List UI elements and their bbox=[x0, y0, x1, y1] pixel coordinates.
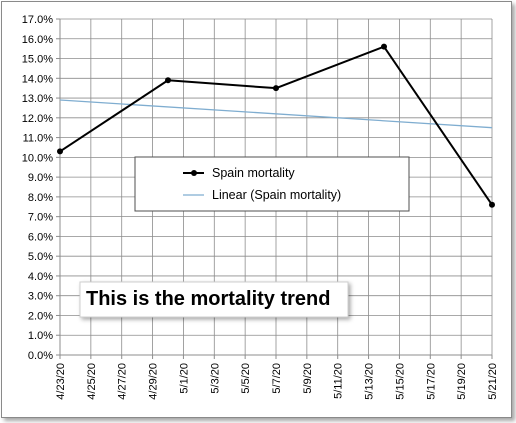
y-tick-label: 5.0% bbox=[28, 251, 53, 263]
y-tick-label: 13.0% bbox=[22, 93, 53, 105]
y-tick-label: 3.0% bbox=[28, 291, 53, 303]
y-tick-label: 16.0% bbox=[22, 34, 53, 46]
legend-label-linear-trend: Linear (Spain mortality) bbox=[212, 188, 341, 202]
legend: Spain mortality Linear (Spain mortality) bbox=[134, 156, 410, 212]
x-tick-label: 5/15/20 bbox=[394, 363, 406, 400]
series-layer bbox=[57, 43, 495, 208]
y-tick-label: 12.0% bbox=[22, 113, 53, 125]
data-point-spain-mortality bbox=[489, 201, 495, 208]
x-tick-label: 5/3/20 bbox=[209, 363, 221, 394]
x-tick-label: 4/25/20 bbox=[86, 363, 98, 400]
data-point-spain-mortality bbox=[57, 148, 63, 155]
x-tick-label: 5/17/20 bbox=[425, 363, 437, 400]
x-tick-label: 5/21/20 bbox=[487, 363, 499, 400]
data-point-spain-mortality bbox=[381, 43, 387, 50]
x-tick-label: 5/9/20 bbox=[302, 363, 314, 394]
x-tick-label: 5/7/20 bbox=[271, 363, 283, 394]
x-tick-label: 4/29/20 bbox=[148, 363, 160, 400]
legend-box bbox=[134, 156, 410, 212]
y-tick-label: 8.0% bbox=[28, 192, 53, 204]
x-tick-label: 5/13/20 bbox=[364, 363, 376, 400]
y-tick-label: 15.0% bbox=[22, 54, 53, 66]
y-tick-label: 10.0% bbox=[22, 152, 53, 164]
annotation-background bbox=[79, 281, 349, 318]
x-tick-label: 4/27/20 bbox=[117, 363, 129, 400]
x-tick-label: 5/19/20 bbox=[456, 363, 468, 400]
data-point-spain-mortality bbox=[165, 77, 171, 84]
x-tick-label: 5/1/20 bbox=[178, 363, 190, 394]
axes bbox=[56, 18, 493, 359]
y-tick-label: 6.0% bbox=[28, 231, 53, 243]
y-tick-label: 0.0% bbox=[28, 350, 53, 362]
y-tick-label: 1.0% bbox=[28, 330, 53, 342]
x-tick-label: 5/5/20 bbox=[240, 363, 252, 394]
y-tick-label: 2.0% bbox=[28, 310, 53, 322]
chart-frame: 0.0% 1.0% 2.0% 3.0% 4.0% 5.0% 6.0% 7.0% 8.0% 9.0%… bbox=[1, 1, 512, 418]
y-tick-label: 7.0% bbox=[28, 212, 53, 224]
x-tick-label: 5/11/20 bbox=[333, 363, 345, 399]
x-axis-tick-labels: 4/23/20 4/25/20 4/27/20 4/29/20 5/1/20 5/3/20… bbox=[55, 363, 499, 400]
annotation-text: This is the mortality trend bbox=[86, 288, 330, 310]
annotation-box: This is the mortality trend bbox=[79, 281, 349, 318]
line-chart: 0.0% 1.0% 2.0% 3.0% 4.0% 5.0% 6.0% 7.0% 8.0% 9.0%… bbox=[22, 14, 499, 400]
y-axis-tick-labels: 0.0% 1.0% 2.0% 3.0% 4.0% 5.0% 6.0% 7.0% 8.0% 9.0%… bbox=[22, 14, 53, 362]
y-tick-label: 17.0% bbox=[22, 14, 53, 26]
data-point-spain-mortality bbox=[273, 85, 279, 92]
legend-marker-spain-mortality bbox=[191, 170, 197, 176]
legend-label-spain-mortality: Spain mortality bbox=[212, 166, 295, 180]
y-tick-label: 9.0% bbox=[28, 172, 53, 184]
y-tick-label: 4.0% bbox=[28, 271, 53, 283]
y-tick-label: 11.0% bbox=[23, 133, 54, 145]
y-tick-label: 14.0% bbox=[22, 73, 53, 85]
x-tick-label: 4/23/20 bbox=[55, 363, 67, 400]
